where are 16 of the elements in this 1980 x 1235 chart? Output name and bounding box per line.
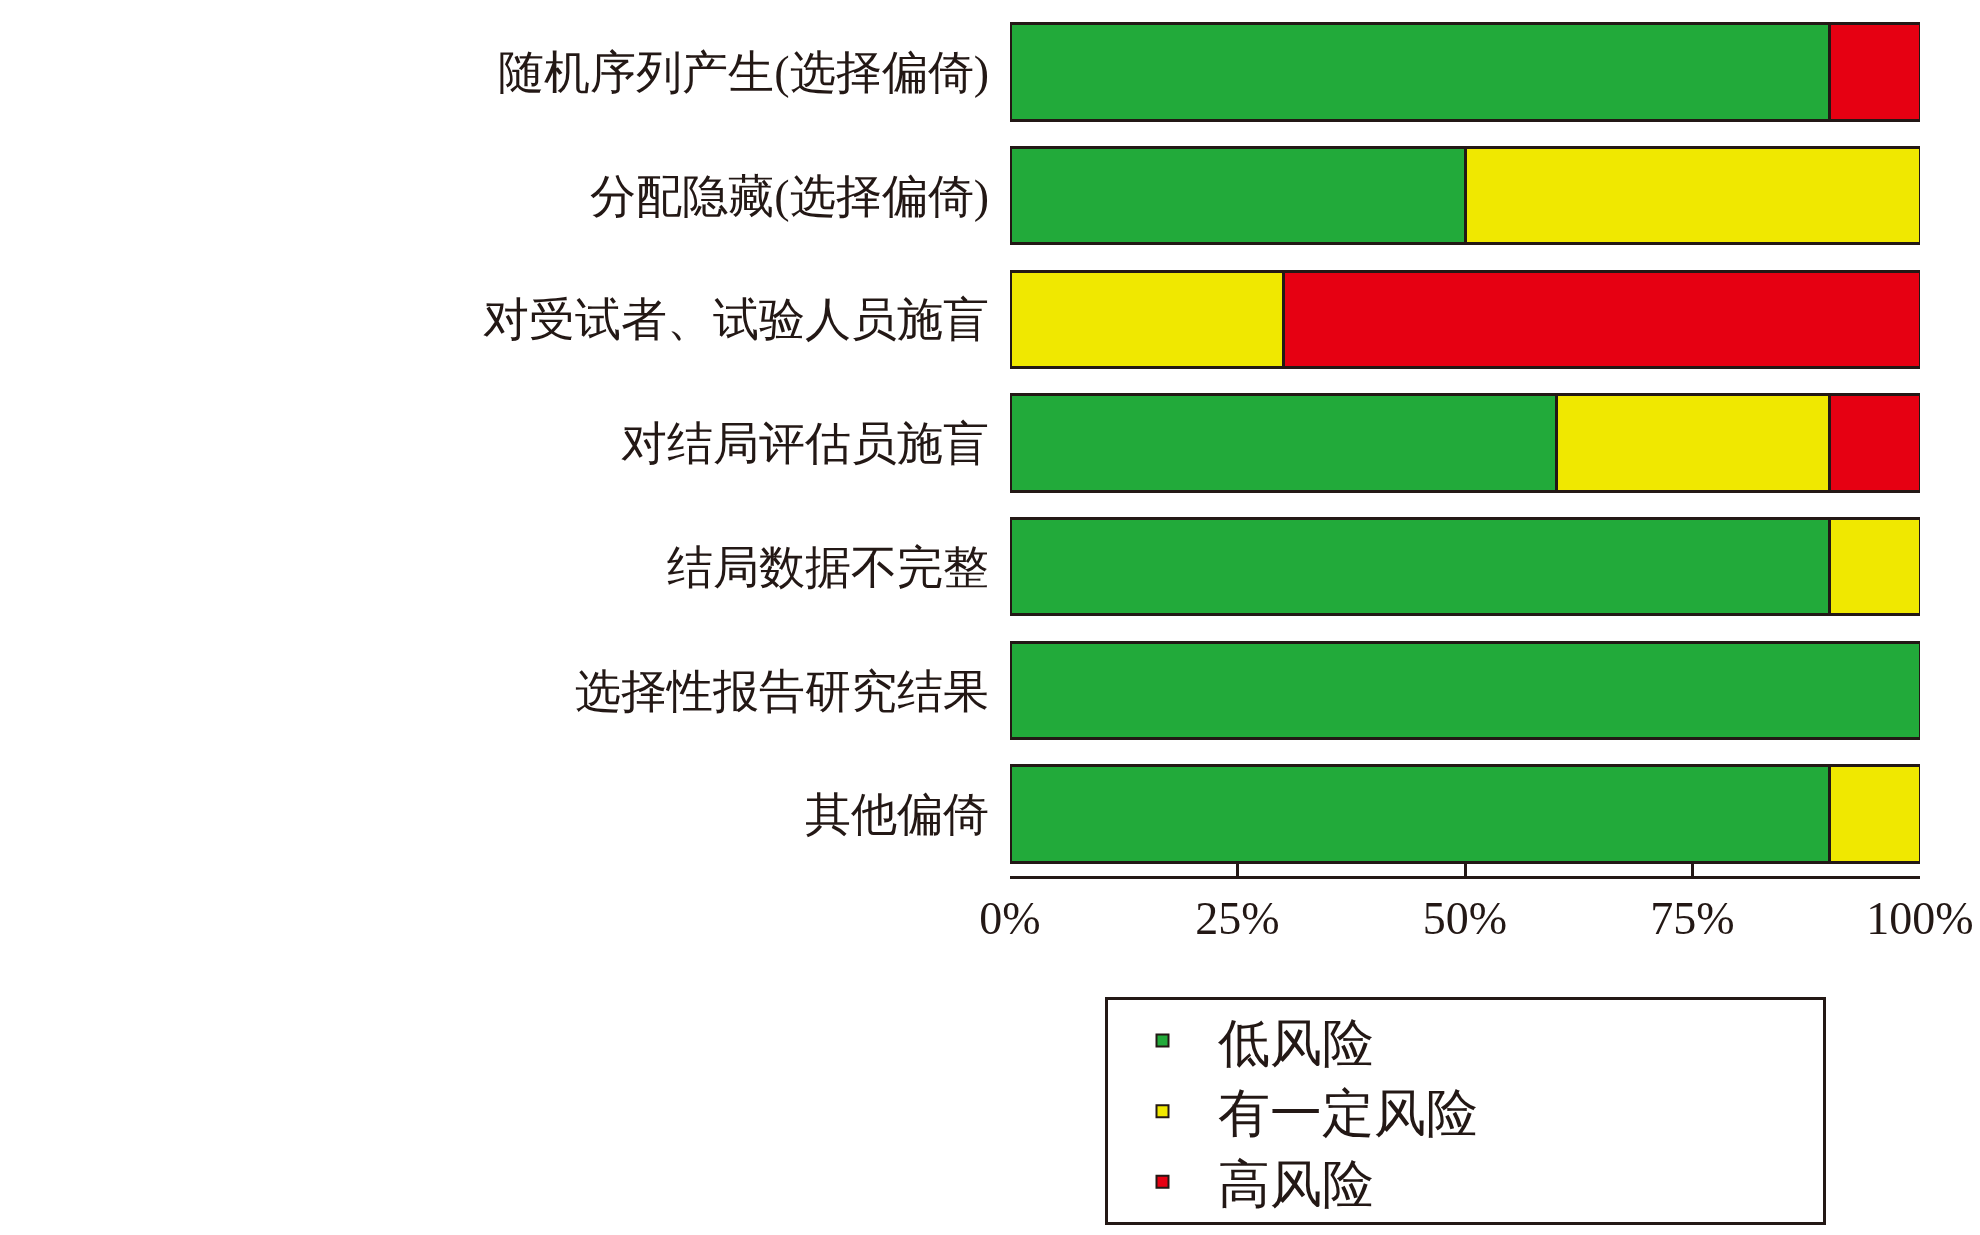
legend-label: 有一定风险 bbox=[1217, 1085, 1478, 1143]
legend-label: 高风险 bbox=[1217, 1156, 1374, 1214]
y-tick-label: 对结局评估员施盲 bbox=[621, 418, 989, 470]
y-tick-label: 对受试者、试验人员施盲 bbox=[483, 294, 989, 346]
x-tick-label: 0% bbox=[979, 893, 1041, 945]
y-tick-label: 选择性报告研究结果 bbox=[575, 665, 989, 717]
y-tick-label: 分配隐藏(选择偏倚) bbox=[590, 170, 989, 222]
bar bbox=[1010, 640, 1920, 741]
x-tick-label: 25% bbox=[1195, 893, 1280, 945]
legend-label: 低风险 bbox=[1217, 1014, 1374, 1072]
y-tick-label: 随机序列产生(选择偏倚) bbox=[498, 46, 989, 98]
y-tick-label: 其他偏倚 bbox=[805, 789, 989, 841]
x-tick-label: 100% bbox=[1866, 893, 1974, 945]
y-tick-label: 结局数据不完整 bbox=[667, 541, 989, 593]
x-tick-label: 50% bbox=[1422, 893, 1508, 945]
x-tick-label: 75% bbox=[1650, 893, 1735, 945]
